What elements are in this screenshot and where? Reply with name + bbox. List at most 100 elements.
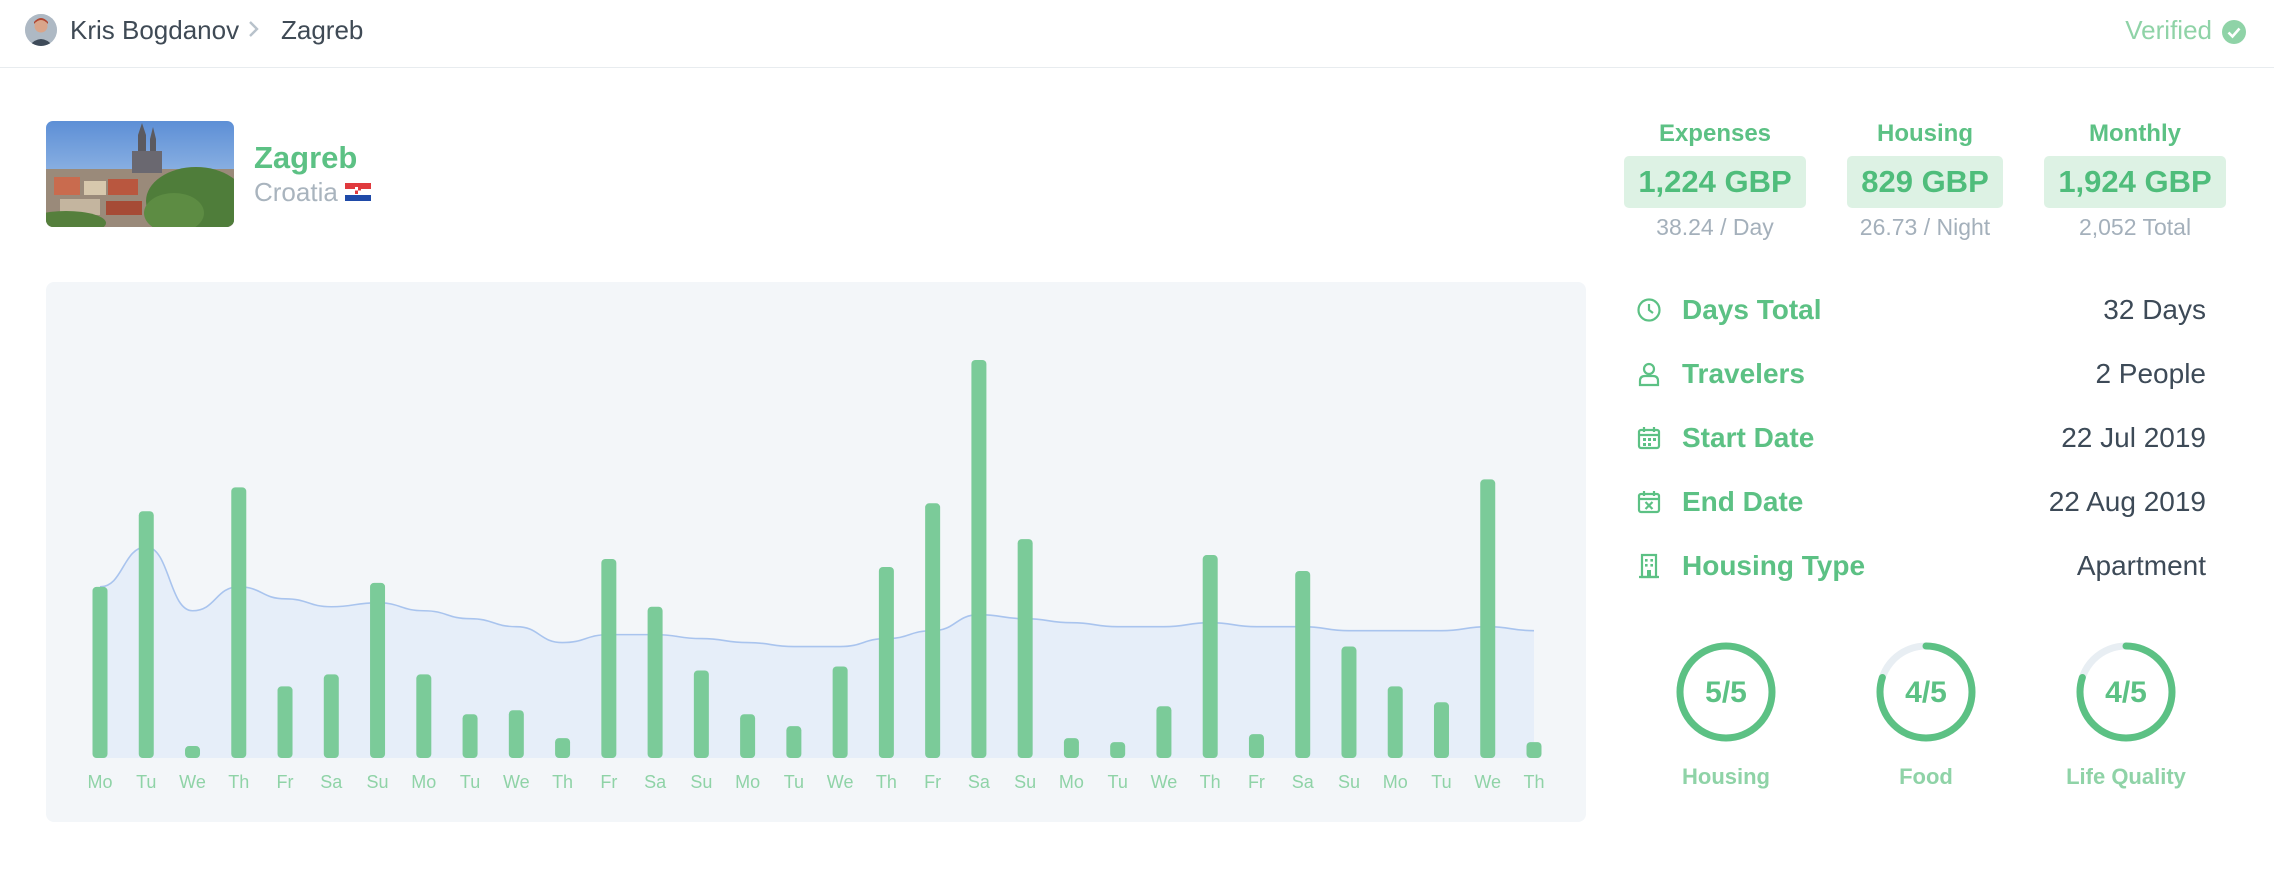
- rating-label: Food: [1899, 764, 1953, 789]
- chart-bar[interactable]: [1202, 555, 1218, 758]
- chart-bar[interactable]: [370, 582, 386, 758]
- chart-bar[interactable]: [416, 674, 432, 758]
- chart-bar[interactable]: [1017, 539, 1033, 758]
- stat-value: 829 GBP: [1847, 156, 2003, 208]
- rating-score: 5/5: [1705, 676, 1747, 709]
- stat-label: Housing: [1877, 120, 1973, 147]
- chart-bar[interactable]: [277, 686, 293, 758]
- stat-housing: Housing 829 GBP 26.73 / Night: [1825, 118, 2025, 241]
- rating-score: 4/5: [2105, 676, 2147, 709]
- chart-bar[interactable]: [925, 503, 941, 758]
- x-tick-label: Su: [1014, 772, 1036, 792]
- chart-bar[interactable]: [971, 360, 987, 758]
- stat-label: Expenses: [1658, 120, 1772, 147]
- avatar[interactable]: [25, 14, 57, 46]
- calendar-icon: [1637, 427, 1661, 450]
- calendar-x-icon: [1637, 491, 1661, 514]
- info-days-total: Days Total 32 Days: [1636, 290, 2206, 330]
- x-tick-label: Fr: [277, 772, 294, 792]
- rating-label: Life Quality: [2066, 764, 2186, 789]
- city-photo: [46, 121, 234, 227]
- stat-value: 1,224 GBP: [1624, 156, 1806, 208]
- country-name: Croatia: [254, 177, 338, 207]
- breadcrumb-city[interactable]: Zagreb: [281, 15, 364, 45]
- x-tick-label: We: [1151, 772, 1178, 792]
- x-tick-label: Mo: [735, 772, 760, 792]
- info-value: 22 Aug 2019: [2048, 486, 2206, 517]
- x-tick-label: Su: [1338, 772, 1360, 792]
- chevron-right-icon: [249, 21, 259, 37]
- chart-bar[interactable]: [1526, 742, 1542, 758]
- info-end-date: End Date 22 Aug 2019: [1636, 482, 2206, 522]
- rating-score: 4/5: [1905, 676, 1947, 709]
- rating-life-quality: 4/5 Life Quality: [2066, 640, 2186, 790]
- x-tick-label: We: [827, 772, 854, 792]
- rating-housing: 5/5 Housing: [1666, 640, 1786, 790]
- trend-line: [99, 546, 1535, 648]
- x-tick-label: Sa: [320, 772, 343, 792]
- info-travelers: Travelers 2 People: [1636, 354, 2206, 394]
- trend-area: [100, 547, 1534, 758]
- chart-bar[interactable]: [555, 738, 571, 758]
- chart-bar[interactable]: [508, 710, 524, 758]
- chart-bar[interactable]: [185, 746, 201, 758]
- stat-sub: 2,052 Total: [2078, 214, 2192, 240]
- chart-bar[interactable]: [1110, 742, 1126, 758]
- breadcrumb-user[interactable]: Kris Bogdanov: [70, 15, 240, 45]
- expenses-chart-svg: Mo Tu We Th Fr Sa Su Mo Tu We Th Fr Sa Su Mo Tu We Th Fr Sa…: [87, 360, 1545, 792]
- x-tick-label: Th: [876, 772, 897, 792]
- chart-bar[interactable]: [1295, 570, 1311, 758]
- stat-value: 1,924 GBP: [2044, 156, 2226, 208]
- stat-sub: 38.24 / Day: [1656, 214, 1774, 240]
- rating-ring: [1876, 642, 1976, 742]
- chart-bar[interactable]: [601, 559, 617, 758]
- chart-bar[interactable]: [231, 487, 247, 758]
- info-label: Start Date: [1682, 422, 1815, 453]
- chart-bar[interactable]: [693, 670, 709, 758]
- info-start-date: Start Date 22 Jul 2019: [1636, 418, 2206, 458]
- stat-monthly: Monthly 1,924 GBP 2,052 Total: [2035, 118, 2235, 241]
- chart-bar[interactable]: [832, 666, 848, 758]
- info-housing-type: Housing Type Apartment: [1636, 546, 2206, 586]
- x-tick-label: Tu: [136, 772, 156, 792]
- chart-bar[interactable]: [1248, 734, 1264, 758]
- x-tick-label: Mo: [1383, 772, 1408, 792]
- info-value: 32 Days: [2103, 294, 2206, 325]
- person-icon: [1638, 362, 1660, 387]
- chart-bar[interactable]: [1063, 738, 1079, 758]
- chart-bar[interactable]: [1387, 686, 1403, 758]
- info-value: 22 Jul 2019: [2061, 422, 2206, 453]
- chart-bar[interactable]: [323, 674, 339, 758]
- x-tick-label: Su: [367, 772, 389, 792]
- chart-bar[interactable]: [878, 566, 894, 758]
- chart-bar[interactable]: [92, 586, 108, 758]
- chart-bar[interactable]: [462, 714, 478, 758]
- x-tick-label: Th: [552, 772, 573, 792]
- verified-status: Verified: [2125, 15, 2212, 45]
- chart-bar[interactable]: [1433, 702, 1449, 758]
- rating-ring: [1676, 642, 1776, 742]
- x-tick-label: Mo: [411, 772, 436, 792]
- chart-bar[interactable]: [1156, 706, 1172, 758]
- chart-bar[interactable]: [786, 726, 802, 758]
- chart-bar[interactable]: [1480, 479, 1496, 758]
- chart-bar[interactable]: [740, 714, 756, 758]
- info-label: Housing Type: [1682, 550, 1866, 581]
- info-label: Travelers: [1682, 358, 1805, 389]
- stat-label: Monthly: [2089, 120, 2181, 147]
- chart-bar[interactable]: [1341, 646, 1357, 758]
- x-tick-label: Sa: [644, 772, 667, 792]
- x-tick-label: Sa: [968, 772, 991, 792]
- x-tick-label: Tu: [784, 772, 804, 792]
- chart-bar[interactable]: [138, 511, 154, 758]
- x-tick-label: Tu: [460, 772, 480, 792]
- stat-sub: 26.73 / Night: [1859, 214, 1991, 240]
- x-tick-label: We: [179, 772, 206, 792]
- x-tick-label: Fr: [924, 772, 941, 792]
- rating-ring: [2076, 642, 2176, 742]
- x-tick-label: Mo: [1059, 772, 1084, 792]
- chart-bar[interactable]: [647, 606, 663, 758]
- info-value: Apartment: [2076, 550, 2206, 581]
- x-tick-label: Th: [1200, 772, 1221, 792]
- x-tick-label: We: [503, 772, 530, 792]
